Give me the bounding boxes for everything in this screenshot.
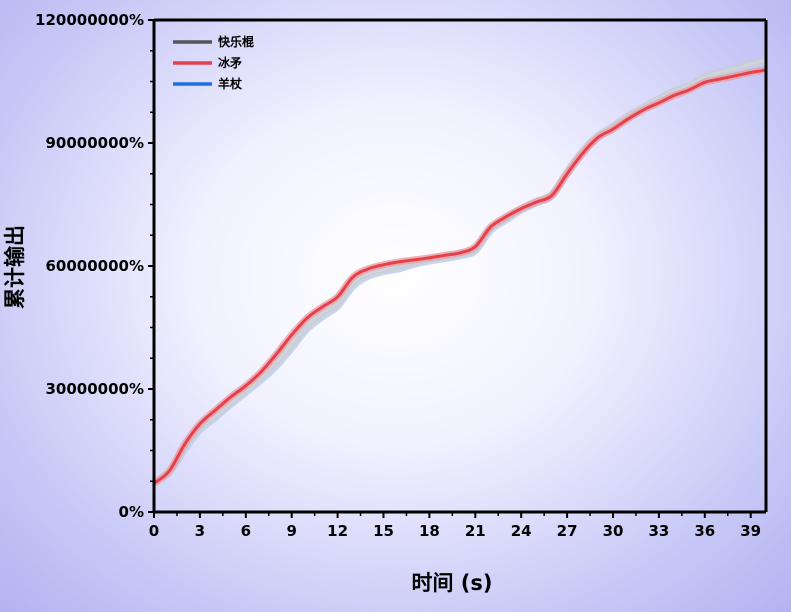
series-halo-2: [154, 59, 766, 486]
series-line-2: [154, 61, 766, 485]
x-tick-label: 0: [149, 522, 159, 540]
x-axis-label: 时间 (s): [411, 571, 492, 595]
x-tick-label: 36: [694, 522, 715, 540]
x-tick-label: 24: [511, 522, 532, 540]
legend-entry-1: 冰矛: [218, 55, 242, 70]
x-tick-label: 30: [603, 522, 624, 540]
x-tick-label: 12: [327, 522, 348, 540]
series-line-1: [154, 68, 766, 485]
y-tick-label: 90000000%: [45, 134, 144, 152]
y-tick-label: 120000000%: [35, 11, 144, 29]
series-halo-1: [154, 66, 766, 487]
y-tick-label: 60000000%: [45, 257, 144, 275]
x-tick-label: 18: [419, 522, 440, 540]
x-tick-label: 21: [465, 522, 486, 540]
series-line-0: [154, 59, 766, 484]
x-tick-label: 9: [286, 522, 296, 540]
y-tick-label: 0%: [119, 503, 144, 521]
x-tick-label: 6: [241, 522, 251, 540]
x-tick-label: 3: [195, 522, 205, 540]
series-halo-0: [154, 57, 766, 486]
series-layer: [154, 57, 766, 487]
x-tick-label: 15: [373, 522, 394, 540]
x-tick-label: 39: [740, 522, 761, 540]
x-tick-label: 33: [648, 522, 669, 540]
y-tick-label: 30000000%: [45, 380, 144, 398]
x-tick-label: 27: [557, 522, 578, 540]
y-axis-label: 累计输出: [3, 225, 27, 309]
legend-entry-0: 快乐棍: [218, 34, 254, 49]
ticks-layer: 0 3 6 9 12 15 18 21 24 27 30 33 36 390%30000000%60000…: [35, 11, 761, 540]
legend-entry-2: 羊杖: [218, 76, 243, 91]
